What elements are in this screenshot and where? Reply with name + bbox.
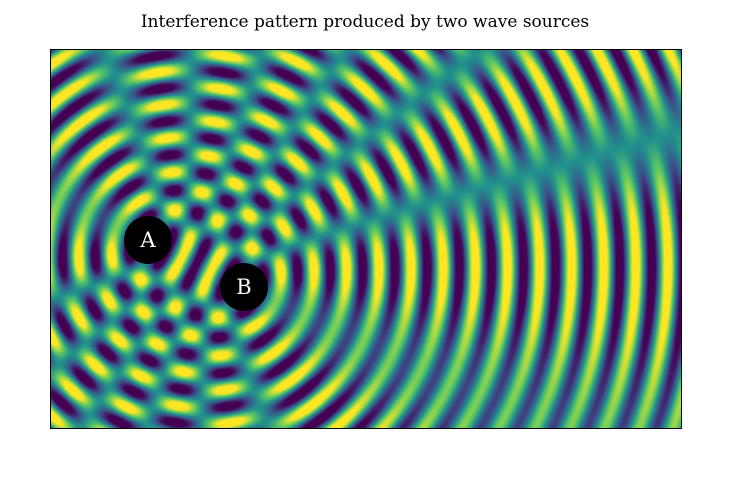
- figure-title: Interference pattern produced by two wav…: [140, 12, 590, 32]
- source-b-label: B: [236, 275, 252, 299]
- interference-plot: A B: [50, 49, 682, 429]
- source-a-label: A: [140, 228, 156, 252]
- source-a-marker: A: [124, 216, 172, 264]
- source-b-marker: B: [220, 263, 268, 311]
